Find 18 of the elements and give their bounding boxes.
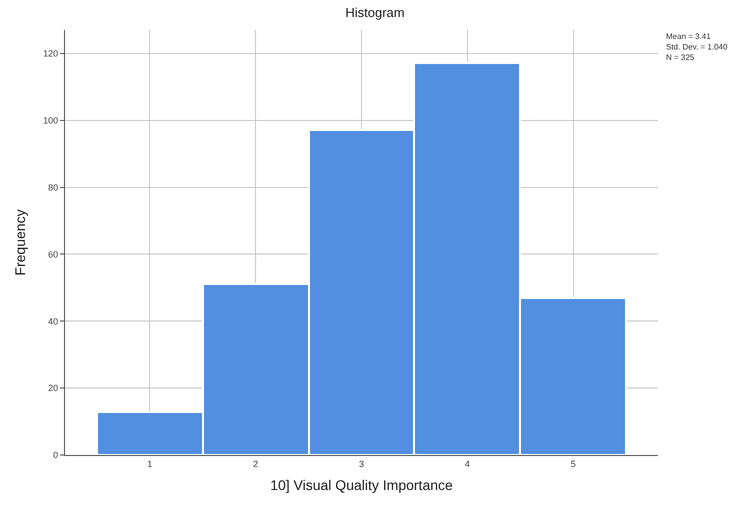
text: Std. Dev. = 1.040	[666, 42, 728, 52]
x-tick-label: 4	[464, 458, 470, 469]
y-tick-label: 20	[48, 383, 58, 394]
y-tick-label: 120	[43, 48, 58, 59]
text: Mean = 3.41	[666, 32, 712, 41]
y-tick-label: 100	[43, 116, 58, 126]
x-tick-label: 1	[147, 458, 152, 469]
text: N = 325	[666, 52, 695, 62]
y-tick-label: 80	[48, 182, 58, 192]
x-tick-label: 5	[570, 458, 576, 469]
y-tick-label: 60	[48, 249, 58, 260]
y-axis-title: Frequency	[12, 209, 28, 276]
chart-title: Histogram	[345, 4, 405, 20]
y-tick-label: 40	[48, 316, 58, 326]
x-tick-label: 3	[358, 458, 364, 469]
y-tick-label: 0	[53, 450, 58, 460]
x-tick-label: 2	[253, 458, 258, 469]
x-axis-title: 10] Visual Quality Importance	[270, 477, 454, 494]
